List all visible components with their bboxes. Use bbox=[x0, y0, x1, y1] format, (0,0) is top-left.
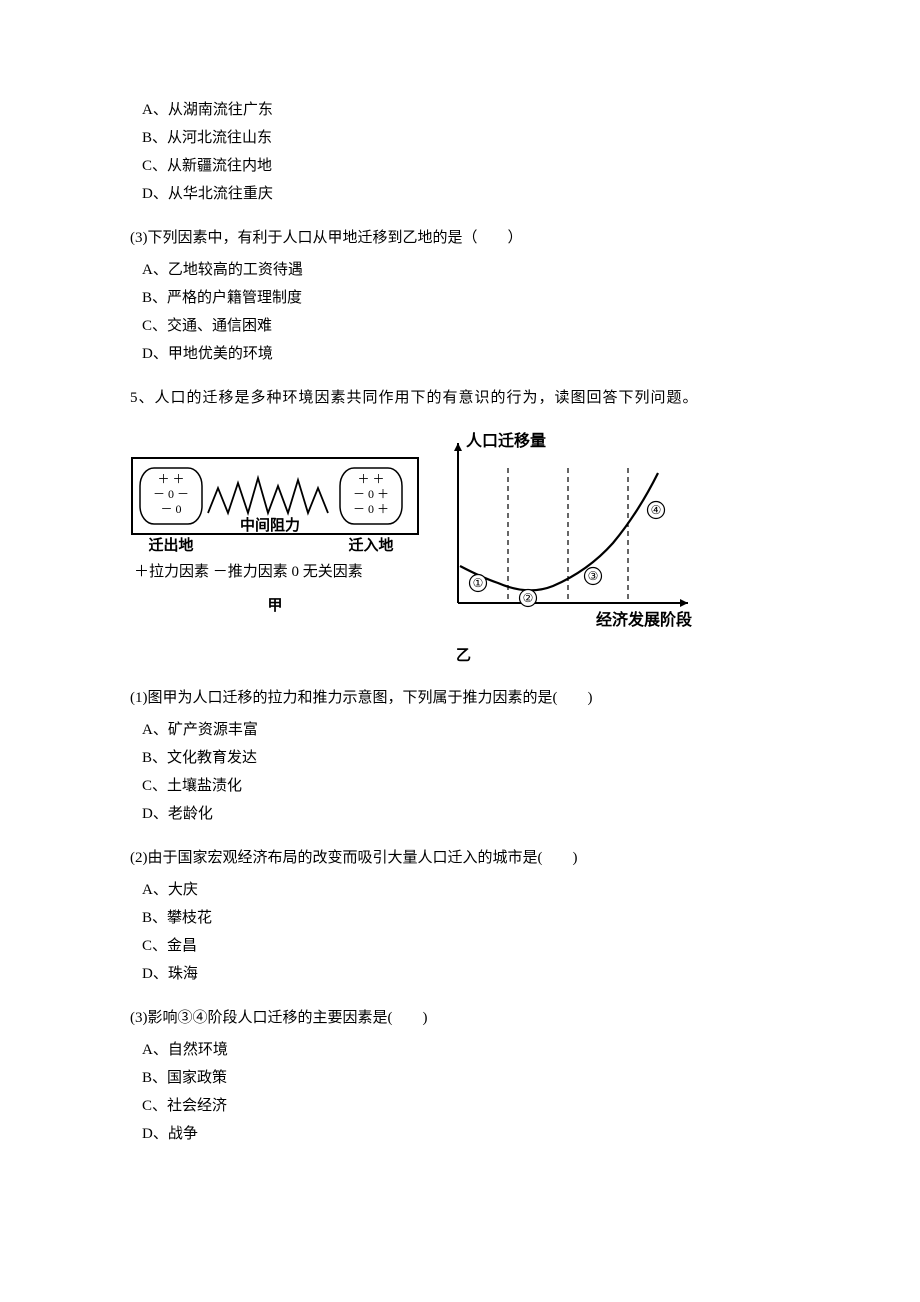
q4-sub3-options: A、乙地较高的工资待遇 B、严格的户籍管理制度 C、交通、通信困难 D、甲地优美… bbox=[142, 258, 790, 366]
option-d: D、战争 bbox=[142, 1122, 790, 1146]
jia-right-top: ＋ ＋ bbox=[357, 472, 384, 486]
jia-left-mid: － 0 － bbox=[153, 487, 189, 501]
option-d: D、从华北流往重庆 bbox=[142, 182, 790, 206]
q5-sub2-options: A、大庆 B、攀枝花 C、金昌 D、珠海 bbox=[142, 878, 790, 986]
option-b: B、国家政策 bbox=[142, 1066, 790, 1090]
q5-figures: ＋ ＋ － 0 － － 0 迁出地 中间阻力 ＋ ＋ － 0 ＋ － 0 ＋ 迁… bbox=[130, 428, 790, 668]
yi-xlabel: 经济发展阶段 bbox=[596, 610, 693, 629]
figure-jia-caption: 甲 bbox=[267, 594, 282, 618]
figure-yi: 人口迁移量 经济发展阶段 ① ② ③ ④ 乙 bbox=[428, 428, 708, 668]
q5-sub2-stem: (2)由于国家宏观经济布局的改变而吸引大量人口迁入的城市是( ) bbox=[130, 846, 790, 870]
figure-jia-svg: ＋ ＋ － 0 － － 0 迁出地 中间阻力 ＋ ＋ － 0 ＋ － 0 ＋ 迁… bbox=[130, 428, 420, 588]
jia-right-bot: － 0 ＋ bbox=[353, 502, 389, 516]
option-b: B、攀枝花 bbox=[142, 906, 790, 930]
q4-sub2-options: A、从湖南流往广东 B、从河北流往山东 C、从新疆流往内地 D、从华北流往重庆 bbox=[142, 98, 790, 206]
option-d: D、老龄化 bbox=[142, 802, 790, 826]
option-d: D、珠海 bbox=[142, 962, 790, 986]
yi-stage2: ② bbox=[523, 591, 534, 605]
option-c: C、从新疆流往内地 bbox=[142, 154, 790, 178]
option-d: D、甲地优美的环境 bbox=[142, 342, 790, 366]
option-a: A、大庆 bbox=[142, 878, 790, 902]
option-b: B、严格的户籍管理制度 bbox=[142, 286, 790, 310]
jia-middle-label: 中间阻力 bbox=[240, 516, 300, 534]
option-c: C、交通、通信困难 bbox=[142, 314, 790, 338]
jia-left-bot: － 0 bbox=[160, 502, 181, 516]
q5-stem: 5、人口的迁移是多种环境因素共同作用下的有意识的行为，读图回答下列问题。 bbox=[130, 386, 790, 410]
q5-sub1-stem: (1)图甲为人口迁移的拉力和推力示意图，下列属于推力因素的是( ) bbox=[130, 686, 790, 710]
option-c: C、金昌 bbox=[142, 934, 790, 958]
jia-left-label: 迁出地 bbox=[148, 536, 193, 554]
option-a: A、从湖南流往广东 bbox=[142, 98, 790, 122]
yi-stage3: ③ bbox=[588, 569, 599, 583]
option-b: B、从河北流往山东 bbox=[142, 126, 790, 150]
figure-jia: ＋ ＋ － 0 － － 0 迁出地 中间阻力 ＋ ＋ － 0 ＋ － 0 ＋ 迁… bbox=[130, 428, 420, 618]
jia-legend: ＋拉力因素 －推力因素 0 无关因素 bbox=[134, 563, 363, 580]
option-c: C、土壤盐渍化 bbox=[142, 774, 790, 798]
option-a: A、矿产资源丰富 bbox=[142, 718, 790, 742]
yi-stage4: ④ bbox=[651, 503, 662, 517]
jia-left-top: ＋ ＋ bbox=[157, 472, 184, 486]
q5-sub3-stem: (3)影响③④阶段人口迁移的主要因素是( ) bbox=[130, 1006, 790, 1030]
option-c: C、社会经济 bbox=[142, 1094, 790, 1118]
figure-yi-caption: 乙 bbox=[456, 644, 471, 668]
jia-right-mid: － 0 ＋ bbox=[353, 487, 389, 501]
figure-yi-svg: 人口迁移量 经济发展阶段 ① ② ③ ④ bbox=[428, 428, 708, 638]
q5-sub3-options: A、自然环境 B、国家政策 C、社会经济 D、战争 bbox=[142, 1038, 790, 1146]
option-a: A、自然环境 bbox=[142, 1038, 790, 1062]
yi-stage1: ① bbox=[473, 576, 484, 590]
jia-right-label: 迁入地 bbox=[348, 536, 393, 554]
q4-sub3-stem: (3)下列因素中，有利于人口从甲地迁移到乙地的是（ ） bbox=[130, 226, 790, 250]
option-b: B、文化教育发达 bbox=[142, 746, 790, 770]
q5-sub1-options: A、矿产资源丰富 B、文化教育发达 C、土壤盐渍化 D、老龄化 bbox=[142, 718, 790, 826]
option-a: A、乙地较高的工资待遇 bbox=[142, 258, 790, 282]
yi-ylabel: 人口迁移量 bbox=[466, 431, 546, 450]
